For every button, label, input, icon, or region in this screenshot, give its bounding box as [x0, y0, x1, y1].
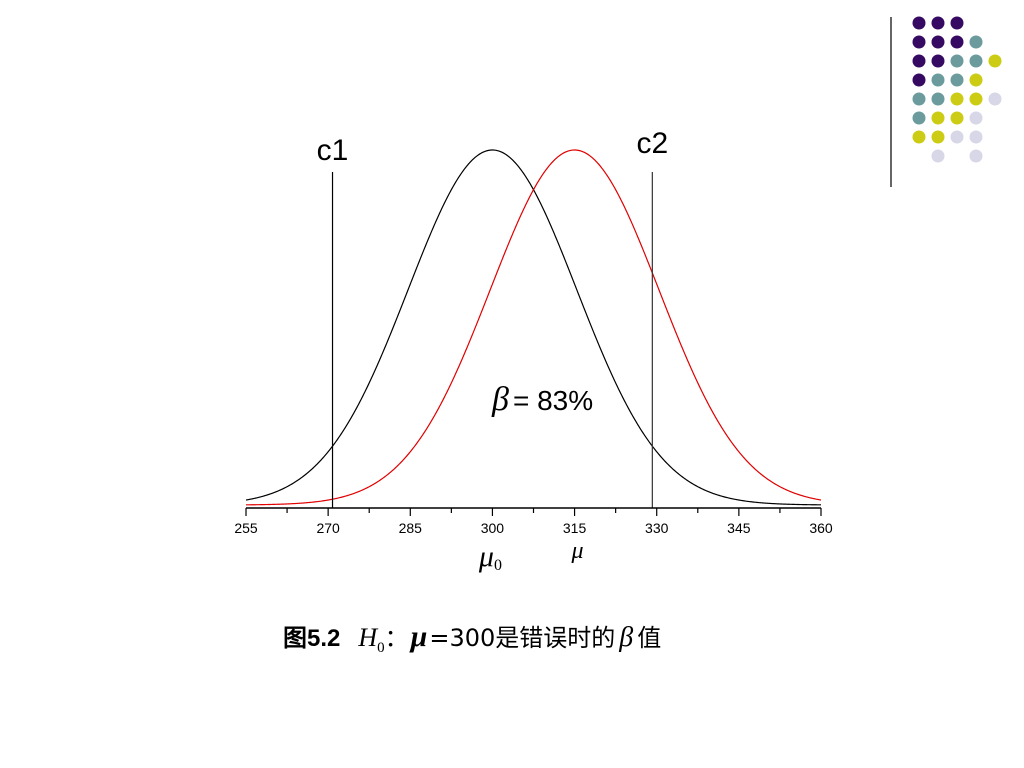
decor-dot [950, 111, 964, 125]
decor-dot [950, 73, 964, 87]
caption-text-end: 值 [637, 624, 662, 652]
critical-lines-layer [331, 172, 653, 508]
decor-dot [931, 111, 945, 125]
decor-dot [988, 92, 1002, 106]
decor-dot [912, 92, 926, 106]
decor-dot [931, 130, 945, 144]
decor-dot [950, 16, 964, 30]
decor-dot [969, 54, 983, 68]
labels-layer: c1 c2 μ0 μ β = 83% [317, 127, 668, 574]
decor-dot [969, 130, 983, 144]
beta-annotation: β = 83% [491, 381, 593, 418]
x-tick-label: 270 [316, 520, 340, 536]
decor-dot [912, 111, 926, 125]
decor-dot [912, 16, 926, 30]
marker-mu0: μ0 [478, 540, 502, 574]
caption-beta: β [619, 622, 634, 653]
figure-caption: 图5.2 H0 ： μ =300是错误时的 β 值 [283, 618, 661, 658]
decor-dot [931, 54, 945, 68]
caption-figure-number: 图5.2 [283, 625, 341, 652]
decor-dot [950, 130, 964, 144]
x-axis: 255 270 285 300 315 330 345 360 [234, 507, 833, 536]
decor-dot [969, 111, 983, 125]
caption-h-symbol: H [358, 623, 378, 652]
decor-dot [950, 54, 964, 68]
critical-label-c2: c2 [636, 127, 668, 160]
decor-dot [931, 35, 945, 49]
x-tick-label: 330 [645, 520, 669, 536]
caption-hypothesis: H0 [358, 623, 384, 657]
decor-dot [969, 35, 983, 49]
decor-dot [931, 149, 945, 163]
x-tick-label: 360 [809, 520, 833, 536]
decor-dot [912, 54, 926, 68]
decor-dot [931, 92, 945, 106]
marker-mu: μ [571, 538, 584, 564]
decor-dot [950, 35, 964, 49]
decor-dot [912, 73, 926, 87]
caption-text-mid: =300是错误时的 [429, 624, 616, 652]
decor-dot [969, 73, 983, 87]
x-tick-label: 315 [563, 520, 587, 536]
decor-dot [969, 92, 983, 106]
caption-mu: μ [410, 620, 428, 653]
decor-dot [931, 73, 945, 87]
decor-dot [988, 54, 1002, 68]
decor-dot [912, 35, 926, 49]
x-tick-label: 285 [399, 520, 423, 536]
x-tick-label: 255 [234, 520, 258, 536]
decor-dot [969, 149, 983, 163]
x-tick-label: 345 [727, 520, 751, 536]
curves-layer [245, 149, 822, 506]
decor-dot [931, 16, 945, 30]
curve-alternative-distribution [245, 149, 822, 506]
x-tick-label: 300 [481, 520, 505, 536]
caption-colon: ： [384, 624, 409, 652]
decor-dot [912, 130, 926, 144]
critical-label-c1: c1 [317, 134, 349, 167]
caption-h-subscript: 0 [377, 640, 385, 657]
decor-dot [950, 92, 964, 106]
